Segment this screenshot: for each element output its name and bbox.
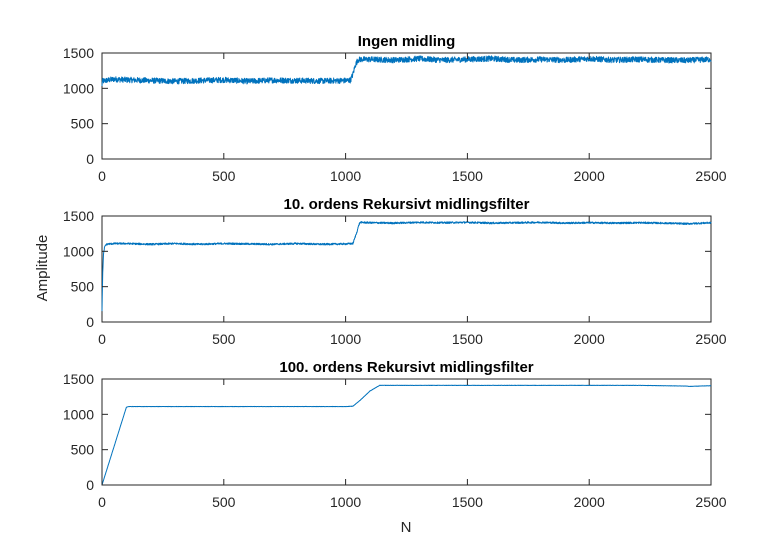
plot-area [101, 215, 712, 323]
y-tick-label: 500 [71, 116, 95, 132]
x-tick-label: 1500 [452, 494, 483, 510]
y-tick-label: 0 [86, 314, 94, 330]
series-line-1 [101, 55, 712, 87]
y-tick-label: 1500 [63, 208, 94, 224]
subplot-3: 0 500 1000 1500 2000 2500 0 500 1000 1500 100. ord… [63, 359, 727, 510]
x-tick-label: 1500 [452, 168, 483, 184]
x-tick-label: 1000 [330, 168, 361, 184]
x-tick-label: 2500 [695, 494, 726, 510]
shared-y-axis-label: Amplitude [34, 235, 51, 302]
x-tick-label: 500 [212, 331, 236, 347]
subplot-title: 10. ordens Rekursivt midlingsfilter [284, 196, 530, 213]
x-tick-label: 1000 [330, 331, 361, 347]
y-tick-label: 1000 [63, 80, 94, 96]
x-tick-label: 1500 [452, 331, 483, 347]
y-tick-label: 0 [86, 151, 94, 167]
subplot-title: Ingen midling [358, 33, 456, 50]
subplots: 0 500 1000 1500 2000 2500 0 500 1000 1500 Ingen mi… [63, 33, 727, 510]
y-tick-label: 1500 [63, 45, 94, 61]
x-tick-label: 2000 [574, 494, 605, 510]
x-tick-label: 0 [98, 168, 106, 184]
y-tick-label: 500 [71, 442, 95, 458]
x-tick-label: 500 [212, 168, 236, 184]
y-tick-label: 1500 [63, 371, 94, 387]
x-tick-label: 2000 [574, 168, 605, 184]
subplot-2: 0 500 1000 1500 2000 2500 0 500 1000 1500 10. orde… [63, 196, 727, 347]
subplot-1: 0 500 1000 1500 2000 2500 0 500 1000 1500 Ingen mi… [63, 33, 727, 184]
x-tick-label: 1000 [330, 494, 361, 510]
x-tick-label: 500 [212, 494, 236, 510]
x-tick-label: 2500 [695, 168, 726, 184]
shared-x-axis-label: N [401, 519, 412, 536]
y-tick-label: 500 [71, 279, 95, 295]
series-line-1 [101, 221, 712, 312]
series-line-1 [101, 384, 712, 486]
y-tick-label: 0 [86, 477, 94, 493]
plot-area [101, 378, 712, 486]
y-tick-label: 1000 [63, 406, 94, 422]
x-tick-label: 2500 [695, 331, 726, 347]
plot-area [101, 52, 712, 160]
x-tick-label: 0 [98, 494, 106, 510]
x-tick-label: 2000 [574, 331, 605, 347]
y-tick-label: 1000 [63, 243, 94, 259]
subplot-title: 100. ordens Rekursivt midlingsfilter [279, 359, 533, 376]
x-tick-label: 0 [98, 331, 106, 347]
